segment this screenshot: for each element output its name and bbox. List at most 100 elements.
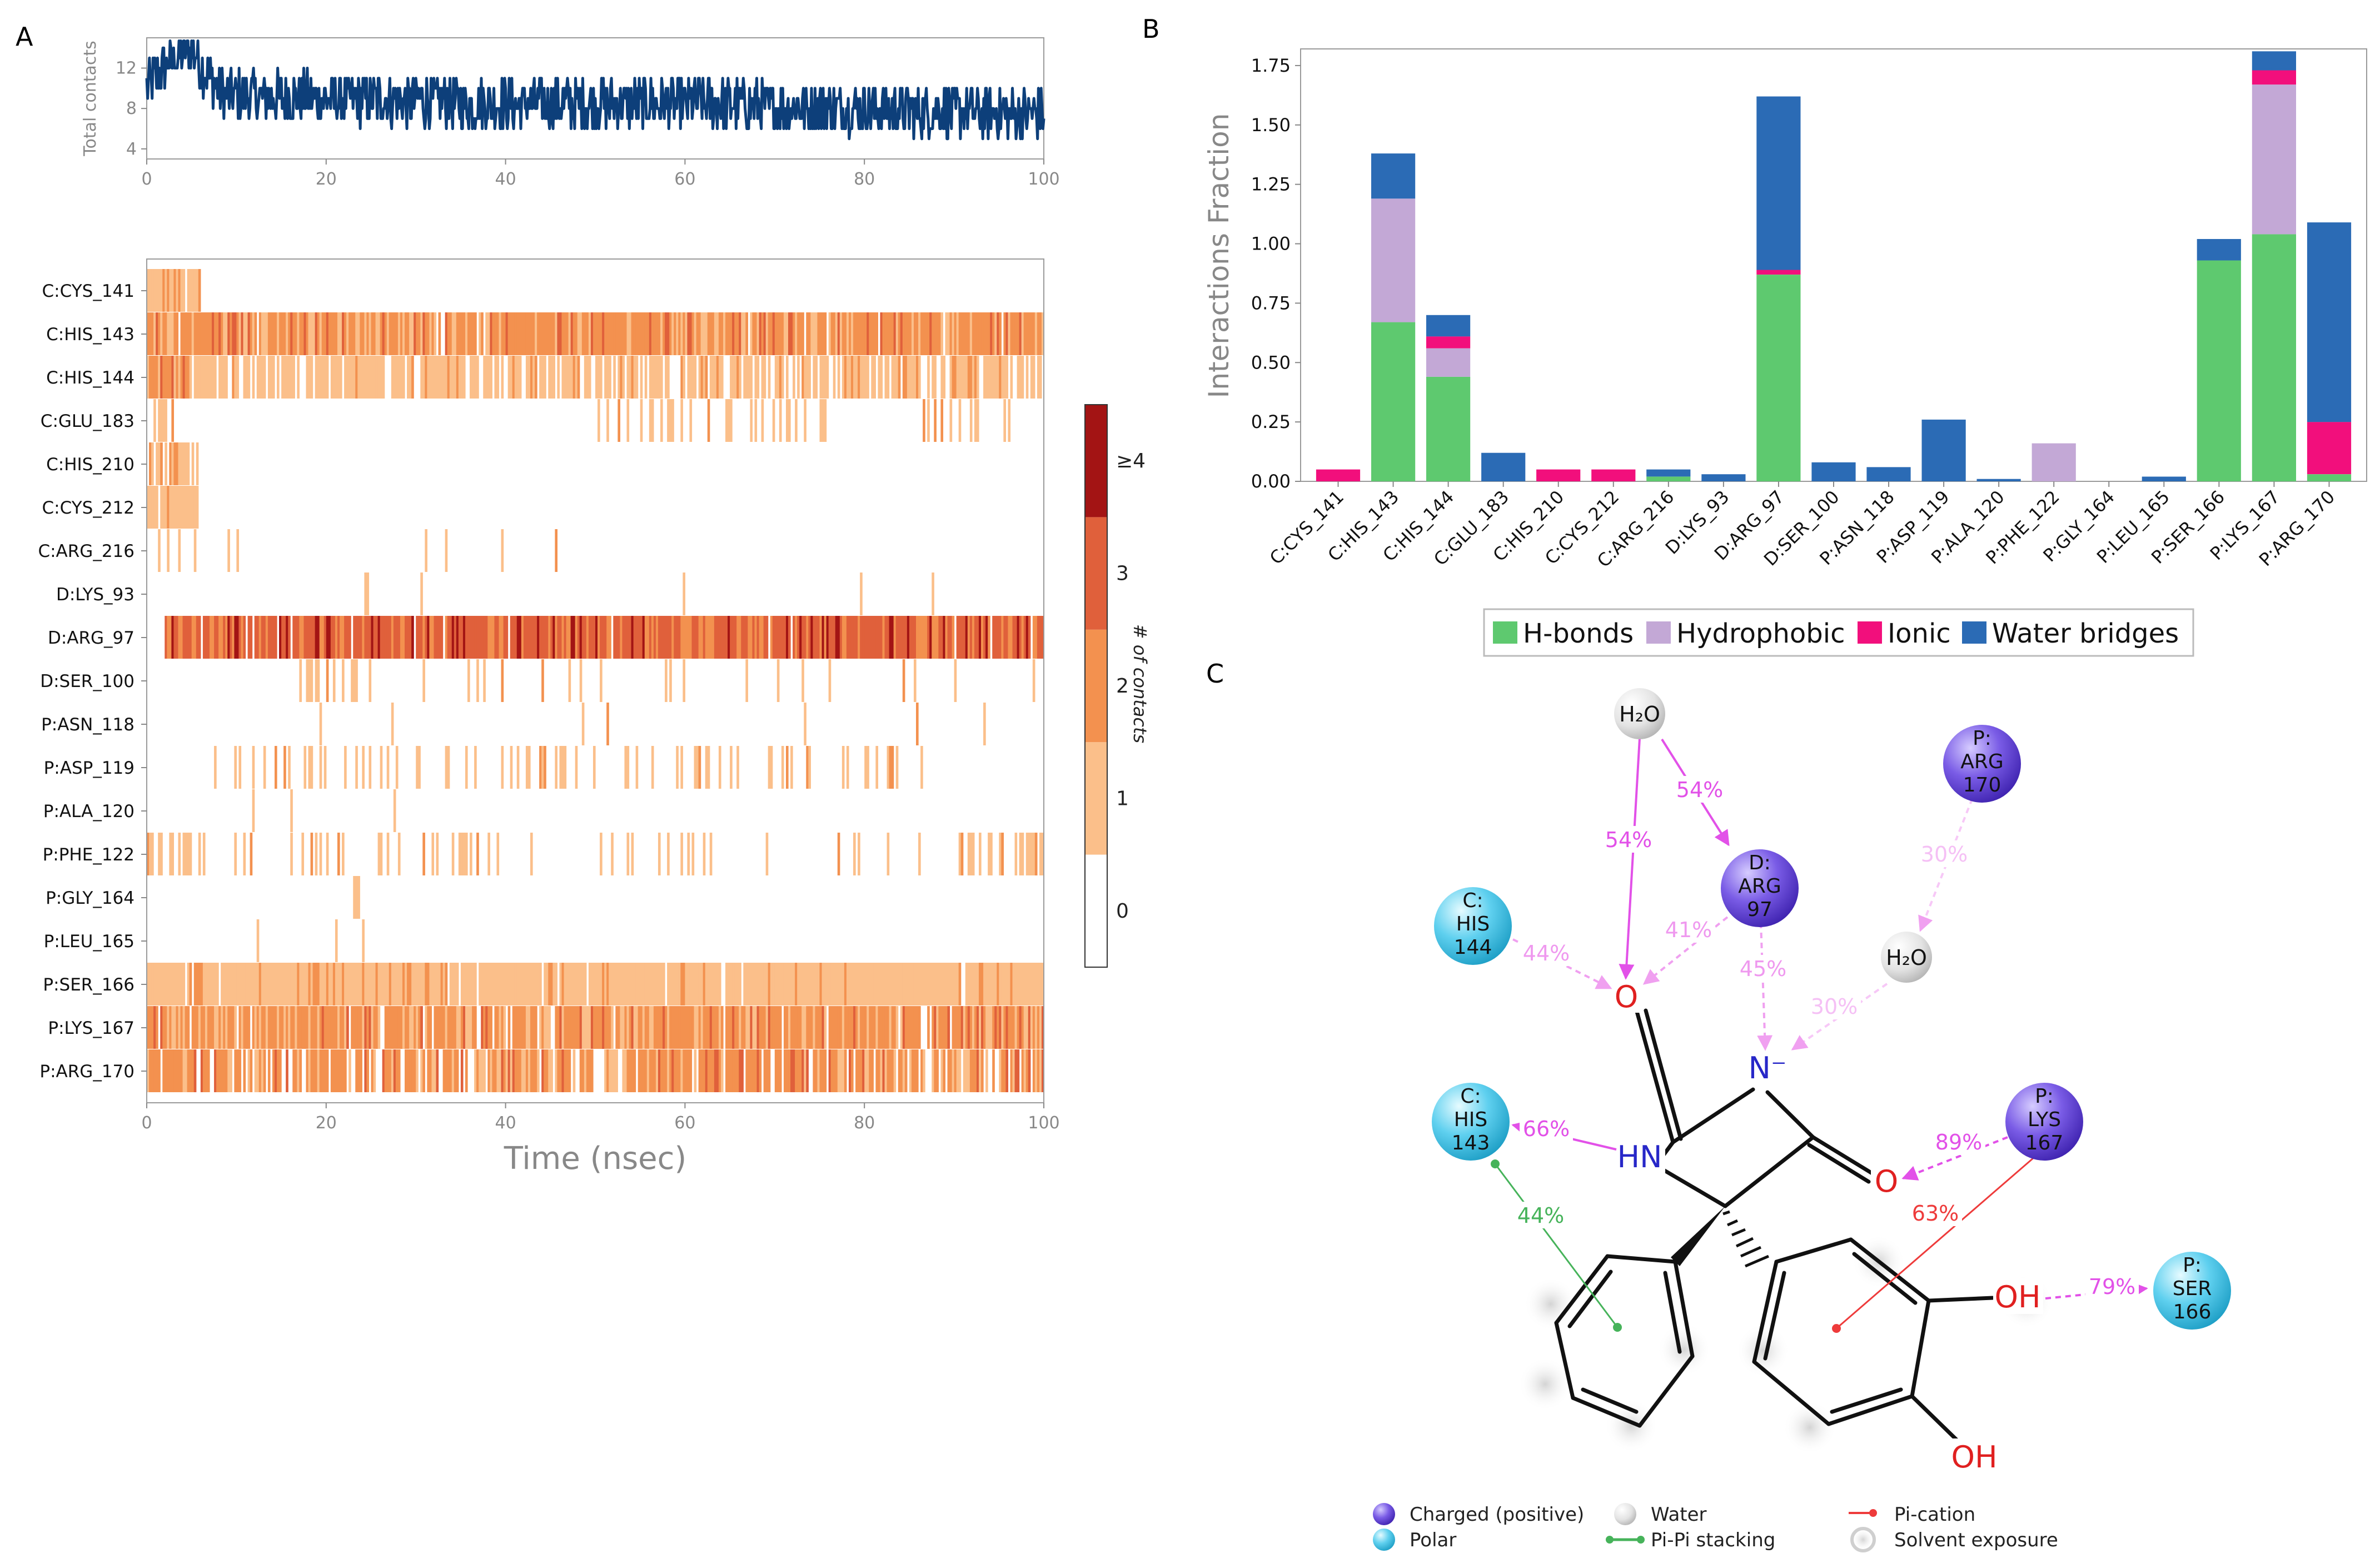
heatmap-cell [178, 616, 181, 659]
heatmap-row-label: P:ASP_119 [44, 758, 135, 778]
heatmap-cell [860, 356, 863, 399]
heatmap-row [299, 659, 1035, 702]
heatmap-cell [216, 963, 219, 1005]
heatmap-cell [976, 1006, 979, 1049]
heatmap-cell [913, 963, 917, 1005]
heatmap-cell [541, 312, 544, 355]
heatmap-cell [728, 399, 730, 442]
heatmap-cell [579, 1006, 582, 1049]
heatmap-cell [736, 312, 739, 355]
heatmap-cell [348, 312, 351, 355]
heatmap-cell [377, 833, 381, 875]
legend-swatch-water [1962, 621, 1986, 644]
hbond-line-lys167-o [1901, 1136, 2008, 1181]
heatmap-cell [487, 1049, 490, 1092]
heatmap-cell [660, 616, 663, 659]
heatmap-cell [848, 312, 852, 355]
heatmap-cell [828, 312, 831, 355]
heatmap-row-label: P:SER_166 [43, 975, 135, 995]
heatmap-cell [725, 1049, 728, 1092]
heatmap-cell [880, 1006, 883, 1049]
heatmap-cell [965, 616, 968, 659]
solvent-halo [1783, 1401, 1836, 1454]
heatmap-cell [319, 356, 322, 399]
heatmap-cell [622, 1006, 625, 1049]
heatmap-cell [958, 356, 962, 399]
heatmap-cell [978, 616, 982, 659]
heatmap-cell [555, 963, 557, 1005]
heatmap-cell [842, 963, 845, 1005]
heatmap-cell [997, 356, 999, 399]
heatmap-cell [366, 963, 370, 1005]
heatmap-cell [848, 616, 852, 659]
heatmap-cell [481, 1006, 484, 1049]
heatmap-cell [741, 312, 744, 355]
heatmap-cell [342, 1006, 345, 1049]
heatmap-cell [828, 963, 831, 1005]
heatmap-cell [855, 963, 858, 1005]
heatmap-cell [779, 963, 782, 1005]
residue-ser166: P: SER 166 [2153, 1252, 2231, 1330]
heatmap-cell [1014, 1006, 1018, 1049]
heatmap-cell [698, 616, 701, 659]
heatmap-cell [609, 1006, 611, 1049]
heatmap-cell [209, 356, 212, 399]
heatmap-cell [337, 963, 340, 1005]
heatmap-cell [364, 963, 367, 1005]
heatmap-cell [592, 963, 596, 1005]
heatmap-cell [808, 1006, 811, 1049]
heatmap-cell [707, 616, 710, 659]
heatmap-cell [994, 963, 997, 1005]
heatmap-cell [680, 356, 683, 399]
heatmap-cell [895, 746, 899, 789]
heatmap-cell [326, 963, 329, 1005]
heatmap-cell [884, 1049, 888, 1092]
heatmap-cell [525, 312, 529, 355]
heatmap-cell [644, 312, 648, 355]
heatmap-cell [835, 1049, 838, 1092]
heatmap-cell [862, 616, 865, 659]
heatmap-cell [355, 1049, 358, 1092]
heatmap-cell [167, 616, 170, 659]
residue-label-line: LYS [2028, 1108, 2061, 1131]
heatmap-cell [624, 746, 628, 789]
heatmap-cell [162, 399, 165, 442]
heatmap-cell [754, 963, 758, 1005]
heatmap-cell [902, 356, 905, 399]
heatmap-cell [626, 356, 630, 399]
heatmap-cell [380, 356, 383, 399]
heatmap-cell [976, 399, 979, 442]
heatmap-cell [691, 312, 695, 355]
heatmap-row [147, 356, 1042, 399]
heatmap-cell [160, 269, 163, 312]
heatmap-cell [254, 1006, 257, 1049]
heatmap-cell [288, 312, 291, 355]
heatmap-cell [267, 356, 271, 399]
heatmap-cell [503, 312, 506, 355]
heatmap-cell [225, 963, 228, 1005]
heatmap-cell [943, 1006, 946, 1049]
heatmap-cell [557, 1006, 560, 1049]
heatmap-cell [629, 356, 632, 399]
heatmap-cell [391, 356, 394, 399]
heatmap-cell [714, 312, 717, 355]
heatmap-cell [169, 1006, 172, 1049]
heatmap-cell [631, 1049, 634, 1092]
heatmap-cell [676, 963, 679, 1005]
heatmap-cell [535, 1049, 537, 1092]
heatmap-cell [328, 963, 331, 1005]
heatmap-cell [581, 312, 585, 355]
heatmap-cell [395, 963, 399, 1005]
colorbar-label: # of contacts [1129, 624, 1151, 743]
heatmap-cell [925, 963, 928, 1005]
heatmap-cell [561, 746, 565, 789]
heatmap-cell [360, 963, 362, 1005]
heatmap-cell [655, 616, 659, 659]
heatmap-cell [618, 356, 620, 399]
heatmap-cell [703, 963, 706, 1005]
pication-dot [1832, 1324, 1841, 1333]
ligand-bonds [1554, 1008, 1995, 1442]
bar-ytick-label: 0.75 [1251, 292, 1291, 313]
heatmap-cell [386, 616, 390, 659]
